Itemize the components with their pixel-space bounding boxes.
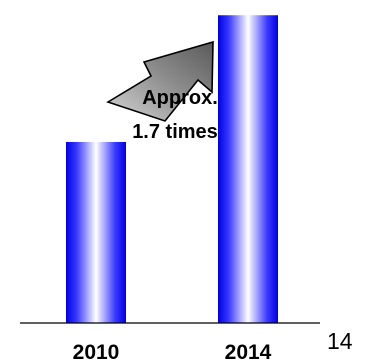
growth-arrow-icon (106, 40, 214, 122)
bar-2010 (66, 141, 126, 323)
bars-layer (66, 15, 278, 323)
x-tick-label-2010: 2010 (73, 341, 120, 364)
annotation-line-2: 1.7 times (132, 121, 218, 143)
x-tick-labels: 2010 2014 (73, 341, 272, 364)
page-number: 14 (327, 328, 353, 354)
x-tick-label-2014: 2014 (225, 341, 272, 364)
annotation-line-1: Approx. (142, 87, 218, 109)
bar-2014 (218, 15, 278, 323)
